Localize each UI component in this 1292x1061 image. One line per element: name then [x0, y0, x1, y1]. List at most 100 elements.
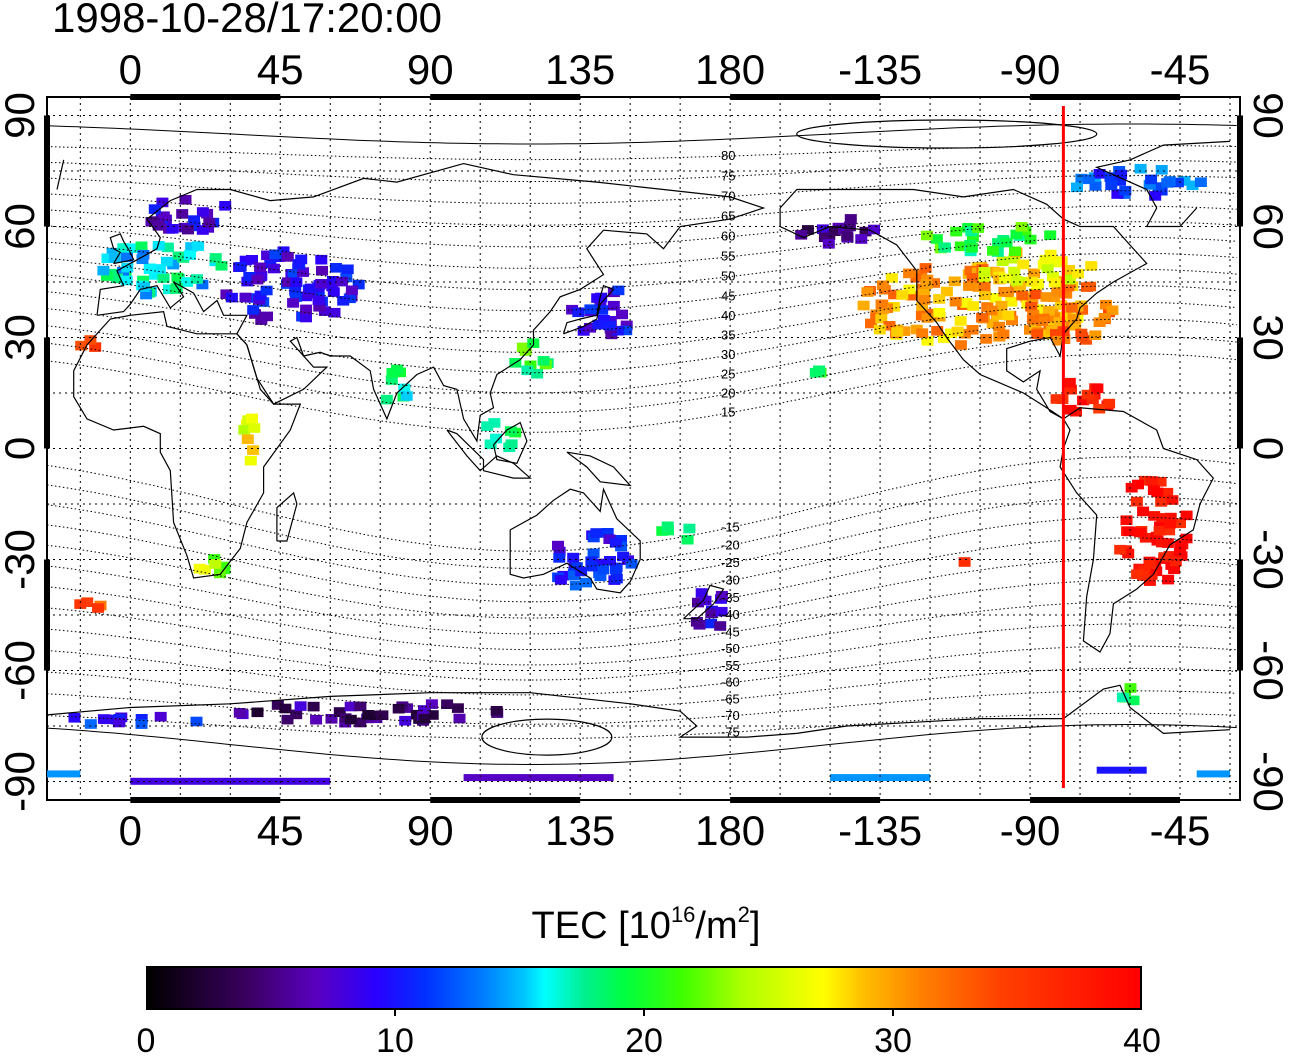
colorbar-tick-label: 0	[136, 1022, 156, 1060]
lon-label-bottom: -90	[1000, 807, 1061, 854]
tec-pixel	[553, 553, 566, 563]
tec-pixel	[1131, 569, 1144, 579]
tec-pixel	[239, 255, 252, 266]
tec-pixel	[920, 279, 933, 289]
magnetic-latitude-contour	[46, 268, 1237, 333]
tec-pixel	[244, 455, 257, 466]
tec-pixel	[399, 715, 412, 726]
tec-pixel	[315, 279, 328, 289]
tec-pixel	[484, 439, 497, 450]
tec-pixel	[604, 320, 616, 331]
tec-pixel	[976, 312, 989, 323]
tec-pixel	[611, 325, 624, 336]
tec-pixel	[344, 714, 357, 725]
magnetic-latitude-label: 80	[721, 148, 735, 163]
tec-pixel	[828, 226, 841, 236]
tec-pixel	[192, 241, 205, 251]
tec-pixel	[185, 242, 198, 252]
tec-pixel	[287, 298, 300, 308]
polar-contour	[46, 724, 1237, 765]
tec-pixel	[966, 273, 979, 283]
tec-pixel	[604, 556, 616, 566]
tec-pixel	[490, 706, 503, 716]
tec-pixel	[1155, 165, 1168, 175]
magnetic-latitude-label: 60	[721, 229, 735, 244]
tec-pixel	[945, 328, 957, 339]
tec-pixel	[918, 295, 931, 305]
tec-pixel	[949, 296, 962, 307]
tec-pixel	[1171, 177, 1184, 188]
magnetic-latitude-contour	[46, 537, 1237, 619]
tec-pixel	[1044, 230, 1057, 240]
tec-pixel	[97, 265, 110, 276]
tec-band	[47, 770, 81, 778]
tec-pixel	[958, 557, 971, 567]
frame-tick-bar-left	[44, 559, 50, 671]
tec-pixel	[233, 708, 246, 718]
tec-pixel	[117, 243, 130, 253]
tec-pixel	[1137, 506, 1150, 517]
tec-pixel	[1015, 222, 1028, 232]
lat-label-right: -90	[1245, 751, 1292, 812]
tec-pixel	[209, 559, 222, 569]
tec-pixel	[156, 197, 169, 208]
tec-pixel	[254, 262, 267, 273]
tec-pixel	[1072, 268, 1084, 279]
tec-pixel	[596, 305, 609, 315]
tec-pixel	[386, 368, 399, 378]
tec-pixel	[690, 617, 703, 627]
tec-pixel	[238, 425, 251, 435]
tec-pixel	[1017, 259, 1030, 270]
tec-pixel	[251, 274, 264, 285]
tec-pixel	[843, 221, 856, 232]
tec-pixel	[572, 307, 585, 318]
frame-tick-bar-bottom	[430, 797, 581, 803]
tec-pixel	[354, 701, 367, 712]
colorbar-tick-label: 30	[874, 1022, 912, 1060]
lon-label-bottom: 45	[257, 807, 304, 854]
tec-pixel	[1069, 320, 1082, 331]
tec-pixel	[261, 311, 273, 322]
tec-pixel	[937, 333, 950, 343]
tec-pixel	[584, 304, 597, 314]
tec-pixel	[568, 570, 581, 581]
magnetic-latitude-contour	[46, 645, 1237, 696]
tec-pixel	[1089, 181, 1102, 191]
magnetic-latitude-contour	[46, 285, 1237, 353]
tec-pixel	[609, 538, 622, 548]
tec-pixel	[290, 277, 303, 287]
tec-pixel	[1162, 574, 1175, 585]
frame-tick-bar-bottom	[730, 797, 881, 803]
tec-pixel	[392, 703, 405, 714]
tec-pixel	[1145, 174, 1158, 185]
tec-pixel	[986, 318, 999, 329]
tec-pixel	[1008, 266, 1021, 277]
tec-pixel	[337, 296, 350, 306]
north-magnetic-pole-contour	[796, 119, 1098, 149]
tec-pixel	[1139, 475, 1152, 486]
tec-pixel	[261, 250, 274, 261]
tec-pixel	[1163, 525, 1176, 536]
tec-pixel	[126, 243, 139, 253]
tec-pixel	[504, 426, 517, 436]
tec-pixel	[1122, 548, 1135, 559]
tec-pixel	[1155, 497, 1168, 507]
timestamp-title: 1998-10-28/17:20:00	[52, 0, 442, 41]
tec-pixel	[106, 247, 119, 258]
tec-pixel	[1152, 182, 1165, 192]
tec-pixel	[1052, 335, 1065, 346]
tec-pixel	[1067, 313, 1080, 324]
tec-pixel	[1055, 300, 1067, 310]
tec-pixel	[891, 327, 904, 337]
lat-label-left: -90	[0, 751, 43, 812]
tec-pixel	[152, 221, 165, 231]
tec-pixel	[315, 254, 328, 265]
tec-pixel	[594, 559, 607, 570]
tec-pixel	[225, 292, 238, 303]
tec-pixel	[1175, 551, 1188, 561]
frame-tick-bar-right	[1237, 337, 1243, 449]
lon-label-bottom: 135	[545, 807, 615, 854]
tec-pixel	[400, 391, 413, 401]
tec-pixel	[101, 253, 114, 264]
tec-pixel	[1164, 518, 1176, 529]
